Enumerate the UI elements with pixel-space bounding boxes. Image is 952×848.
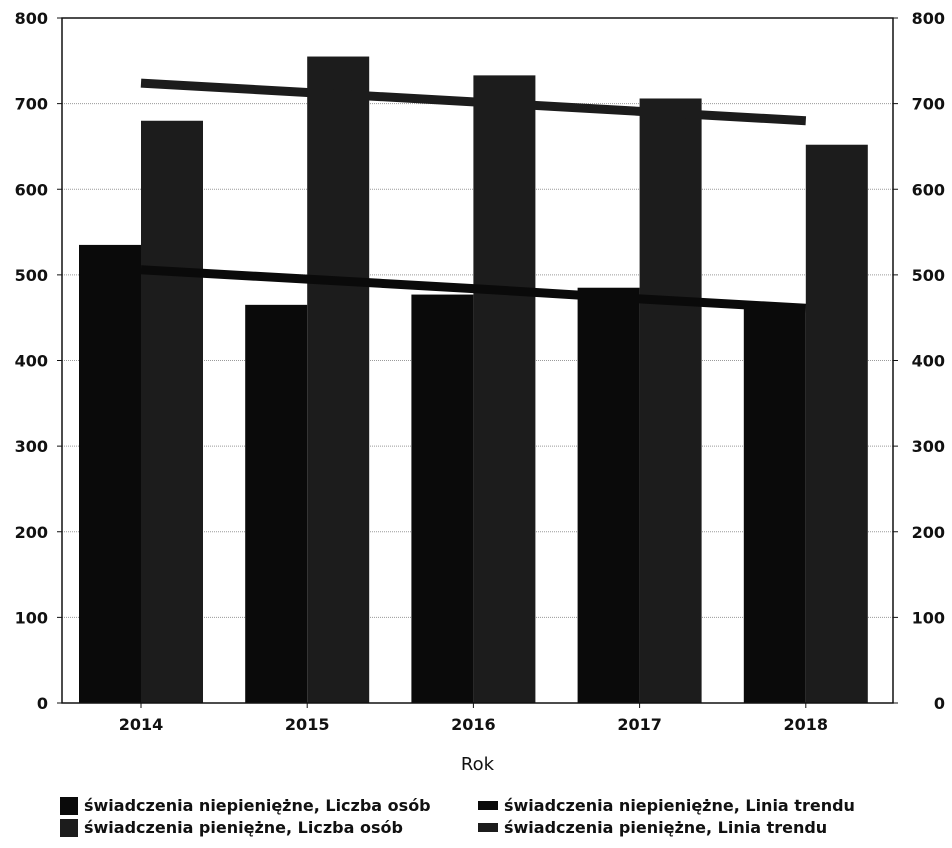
- legend-item-bar-niepieniezne: świadczenia niepieniężne, Liczba osób: [60, 796, 431, 815]
- y-tick-label: 100: [15, 608, 48, 627]
- x-axis-title: Rok: [461, 754, 495, 775]
- bar-pieniezne-2014: [141, 120, 203, 703]
- y2-tick-label: 100: [912, 608, 945, 627]
- bar-pieniezne-2017: [639, 98, 702, 704]
- legend-swatch: [60, 818, 78, 837]
- y2-tick-label: 500: [912, 266, 945, 285]
- legend-label: świadczenia niepieniężne, Linia trendu: [504, 796, 855, 815]
- y2-tick-label: 200: [912, 523, 945, 542]
- y-tick-label: 700: [15, 95, 48, 114]
- bars: [79, 56, 868, 704]
- x-axis: 2014 2015 2016 2017 2018: [119, 703, 828, 734]
- x-tick-label: 2017: [617, 715, 662, 734]
- x-tick-label: 2014: [119, 715, 164, 734]
- legend-item-trend-pieniezne: świadczenia pieniężne, Linia trendu: [478, 818, 827, 837]
- y-axis-left: 0 100 200 300 400 500 600 700 800: [15, 9, 62, 713]
- y-tick-label: 0: [37, 694, 48, 713]
- trend-lines: [140, 78, 807, 313]
- y-tick-label: 500: [15, 266, 48, 285]
- legend-swatch: [478, 801, 498, 810]
- y-tick-label: 800: [15, 9, 48, 28]
- y2-tick-label: 300: [912, 437, 945, 456]
- legend-label: świadczenia pieniężne, Linia trendu: [504, 818, 828, 837]
- y-tick-label: 300: [15, 437, 48, 456]
- bar-niepieniezne-2015: [245, 304, 308, 703]
- legend-item-trend-niepieniezne: świadczenia niepieniężne, Linia trendu: [478, 796, 855, 815]
- y-tick-label: 400: [15, 352, 48, 371]
- legend-swatch: [478, 823, 498, 832]
- bar-pieniezne-2015: [307, 56, 370, 703]
- y2-tick-label: 400: [912, 352, 945, 371]
- trend-line-pieniezne: [140, 78, 807, 126]
- legend-swatch: [60, 796, 78, 815]
- y-tick-label: 600: [15, 180, 48, 199]
- y2-tick-label: 700: [912, 95, 945, 114]
- legend-label: świadczenia niepieniężne, Liczba osób: [84, 796, 431, 815]
- y-axis-right: 0 100 200 300 400 500 600 700 800: [893, 9, 945, 713]
- x-tick-label: 2018: [784, 715, 829, 734]
- bar-pieniezne-2016: [473, 75, 536, 703]
- y-tick-label: 200: [15, 523, 48, 542]
- x-tick-label: 2016: [451, 715, 496, 734]
- bar-pieniezne-2018: [805, 144, 868, 704]
- legend-item-bar-pieniezne: świadczenia pieniężne, Liczba osób: [60, 818, 403, 837]
- bar-niepieniezne-2018: [743, 306, 806, 703]
- bar-niepieniezne-2016: [411, 294, 474, 703]
- bar-niepieniezne-2014: [79, 244, 141, 703]
- bar-niepieniezne-2017: [577, 287, 640, 703]
- legend-label: świadczenia pieniężne, Liczba osób: [84, 818, 403, 837]
- trend-line-niepieniezne: [140, 265, 807, 313]
- y2-tick-label: 800: [912, 9, 945, 28]
- y2-tick-label: 600: [912, 180, 945, 199]
- x-tick-label: 2015: [285, 715, 330, 734]
- y2-tick-label: 0: [934, 694, 945, 713]
